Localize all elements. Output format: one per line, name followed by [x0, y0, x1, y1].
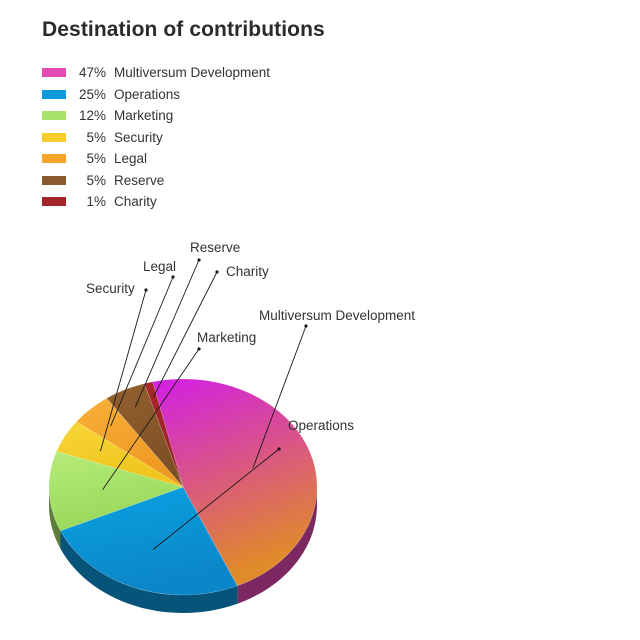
leader-line-multiversum-development: [252, 325, 307, 469]
pie-slice-multiversum-development: [152, 378, 318, 587]
legend-label: Legal: [114, 151, 148, 167]
chart-title: Destination of contributions: [42, 18, 325, 41]
legend-item-operations: 25% Operations: [42, 84, 270, 106]
pie-slice-operations: [60, 486, 238, 596]
legend-item-security: 5% Security: [42, 127, 270, 149]
slice-label-reserve: Reserve: [190, 240, 240, 255]
legend-percent: 5%: [86, 172, 106, 188]
legend-item-multiversum-development: 47% Multiversum Development: [42, 62, 270, 84]
slice-label-marketing: Marketing: [197, 330, 256, 345]
legend-swatch: [42, 68, 66, 78]
legend-percent: 12%: [78, 108, 106, 124]
legend-label: Security: [114, 129, 163, 145]
pie-depth-multiversum-development: [237, 487, 317, 604]
leader-line-charity: [152, 271, 218, 398]
slice-label-operations: Operations: [288, 418, 354, 433]
legend-swatch: [42, 111, 66, 121]
leader-dot: [215, 270, 219, 274]
leader-line-reserve: [134, 259, 200, 408]
pie-slice-reserve: [106, 383, 184, 488]
legend-percent: 5%: [86, 151, 106, 167]
legend-item-legal: 5% Legal: [42, 148, 270, 170]
leader-line-marketing: [102, 348, 200, 490]
leader-line-operations: [152, 448, 280, 550]
leader-dot: [197, 347, 201, 351]
leader-dot: [197, 258, 201, 262]
pie-depth-marketing: [49, 487, 61, 549]
legend-swatch: [42, 175, 66, 185]
chart-legend: 47% Multiversum Development 25% Operations 1…: [42, 62, 270, 213]
legend-label: Operations: [114, 86, 181, 102]
legend-percent: 47%: [78, 65, 106, 81]
pie-slice-legal: [75, 397, 184, 488]
leader-line-legal: [110, 276, 174, 427]
pie-depth: [49, 487, 317, 613]
legend-percent: 25%: [78, 86, 106, 102]
pie-slice-marketing: [48, 451, 184, 532]
leader-dot: [277, 447, 281, 451]
legend-label: Reserve: [114, 172, 165, 188]
legend-label: Charity: [114, 194, 157, 210]
leader-dot: [171, 275, 175, 279]
legend-item-charity: 1% Charity: [42, 191, 270, 213]
legend-swatch: [42, 197, 66, 207]
pie-slice-charity: [144, 381, 184, 488]
legend-swatch: [42, 89, 66, 99]
slice-label-legal: Legal: [143, 259, 176, 274]
legend-percent: 5%: [86, 129, 106, 145]
pie-slices: [48, 378, 318, 596]
pie-labels: Multiversum Development Operations Marketi…: [86, 240, 415, 550]
legend-item-marketing: 12% Marketing: [42, 105, 270, 127]
legend-label: Marketing: [114, 108, 174, 124]
leader-line-security: [99, 289, 147, 452]
leader-dot: [144, 288, 148, 292]
legend-item-reserve: 5% Reserve: [42, 170, 270, 192]
legend-swatch: [42, 154, 66, 164]
slice-label-charity: Charity: [226, 264, 269, 279]
pie-slice-security: [56, 421, 184, 488]
pie-depth-operations: [60, 530, 238, 613]
legend-swatch: [42, 132, 66, 142]
legend-percent: 1%: [86, 194, 106, 210]
slice-label-security: Security: [86, 281, 135, 296]
legend-label: Multiversum Development: [114, 65, 271, 81]
slice-label-multiversum-development: Multiversum Development: [259, 308, 415, 323]
leader-dot: [304, 324, 308, 328]
